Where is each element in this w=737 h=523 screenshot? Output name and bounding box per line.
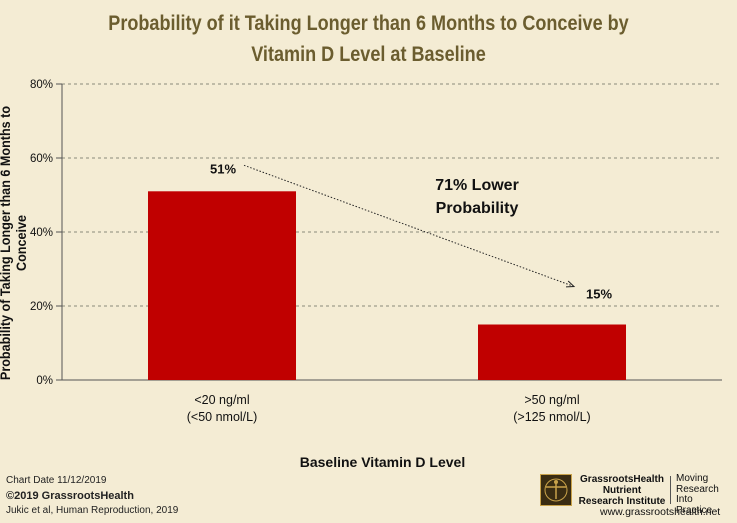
logo-name: GrassrootsHealth Nutrient Research Insti…: [576, 474, 668, 507]
vitruvian-logo-icon: [540, 474, 572, 506]
grassrootshealth-logo: GrassrootsHealth Nutrient Research Insti…: [540, 473, 730, 515]
x-tick-label: <20 ng/ml: [194, 393, 249, 407]
annotation-text: Probability: [436, 200, 519, 217]
copyright: ©2019 GrassrootsHealth: [6, 490, 134, 502]
logo-name-line: Nutrient: [602, 485, 642, 496]
trend-arrow-head-icon: [565, 280, 576, 288]
chart-title: Probability of it Taking Longer than 6 M…: [0, 8, 737, 70]
y-axis-label: Probability of Taking Longer than 6 Mont…: [0, 105, 29, 381]
logo-tagline: Moving Research Into Practice: [676, 473, 730, 516]
y-tick-label: 40%: [30, 227, 53, 239]
trend-arrow-line: [243, 164, 575, 287]
data-label: 51%: [210, 161, 236, 176]
y-tick-label: 20%: [30, 301, 53, 313]
x-tick-label: (<50 nmol/L): [187, 410, 258, 424]
website-url[interactable]: www.grassrootshealth.net: [600, 506, 721, 518]
y-tick-label: 0%: [36, 375, 53, 387]
logo-tagline-line: Research: [676, 483, 719, 495]
x-tick-label: >50 ng/ml: [524, 393, 579, 407]
logo-name-line: Research Institute: [578, 496, 666, 507]
chart-date: Chart Date 11/12/2019: [6, 475, 107, 486]
logo-divider: [670, 476, 671, 504]
chart-title-line-2: Vitamin D Level at Baseline: [251, 43, 486, 66]
bar: [478, 324, 626, 380]
x-tick-label: (>125 nmol/L): [513, 410, 590, 424]
x-axis-label: Baseline Vitamin D Level: [299, 454, 466, 470]
data-label: 15%: [586, 287, 612, 302]
logo-name-line: GrassrootsHealth: [580, 474, 664, 485]
annotation-text: 71% Lower: [435, 177, 519, 194]
logo-tagline-line: Moving: [676, 473, 709, 484]
citation: Jukic et al, Human Reproduction, 2019: [6, 505, 179, 516]
chart-title-line-1: Probability of it Taking Longer than 6 M…: [108, 12, 629, 35]
logo-tagline-line: Into Practice: [676, 494, 713, 516]
y-tick-label: 80%: [30, 79, 53, 91]
y-tick-label: 60%: [30, 153, 53, 165]
bar: [148, 191, 296, 380]
